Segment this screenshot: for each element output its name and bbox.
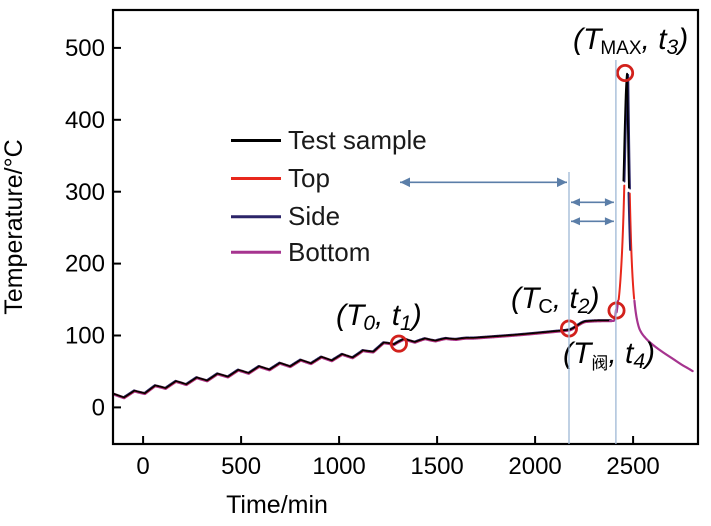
svg-text:Top: Top	[288, 163, 330, 193]
svg-text:(T阀, t4): (T阀, t4)	[563, 337, 655, 373]
svg-text:400: 400	[65, 107, 105, 134]
svg-text:500: 500	[65, 35, 105, 62]
svg-text:1000: 1000	[312, 453, 365, 480]
svg-text:(TMAX, t3): (TMAX, t3)	[573, 23, 688, 59]
svg-text:(T0, t1): (T0, t1)	[336, 299, 422, 335]
svg-text:(TC, t2): (TC, t2)	[511, 282, 599, 318]
svg-text:0: 0	[136, 453, 149, 480]
svg-text:2500: 2500	[606, 453, 659, 480]
svg-text:500: 500	[221, 453, 261, 480]
svg-text:Side: Side	[288, 201, 340, 231]
svg-text:0: 0	[92, 395, 105, 422]
svg-text:Time/min: Time/min	[226, 491, 328, 519]
svg-text:200: 200	[65, 251, 105, 278]
svg-text:Bottom: Bottom	[288, 237, 370, 267]
svg-text:100: 100	[65, 323, 105, 350]
svg-text:1500: 1500	[410, 453, 463, 480]
svg-text:Test sample: Test sample	[288, 125, 427, 155]
svg-text:Temperature/°C: Temperature/°C	[0, 139, 28, 314]
svg-text:300: 300	[65, 179, 105, 206]
svg-text:2000: 2000	[508, 453, 561, 480]
